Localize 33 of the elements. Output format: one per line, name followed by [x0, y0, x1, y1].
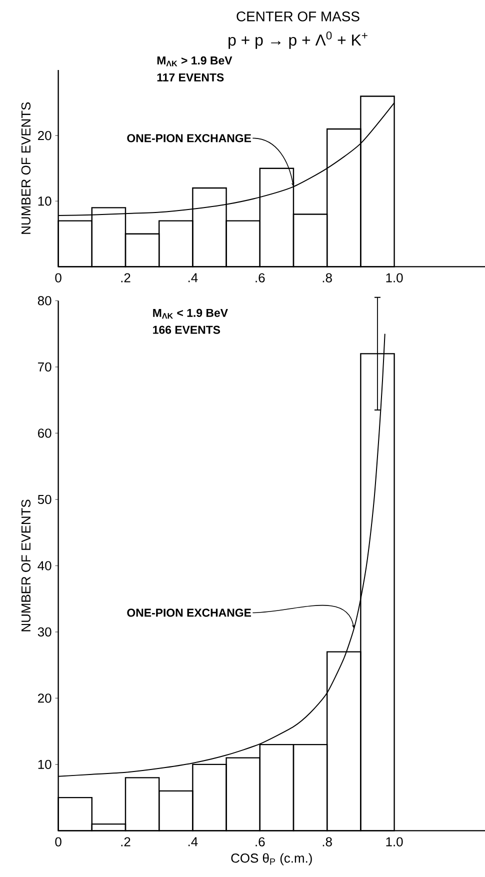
text: ONE-PION EXCHANGE: [127, 134, 251, 142]
y-tick-label: 80: [38, 296, 52, 306]
y-tick-label: 30: [38, 627, 52, 637]
chart-subtitle: p + p → p + Λ$^{0}$ + K$^{+}$: [228, 32, 368, 49]
x-axis-title: COS θ$_{P}$ (c.m.): [231, 853, 312, 866]
x-tick-label: 1.0: [386, 837, 403, 846]
y-tick-label: 40: [38, 561, 52, 570]
annotation: 117 EVENTS: [157, 73, 224, 82]
x-tick-label: .6: [256, 837, 265, 846]
x-tick-label: .6: [256, 273, 265, 282]
x-tick-label: 0: [55, 273, 62, 282]
text: ONE-PION EXCHANGE: [127, 608, 251, 617]
y-tick-label: 70: [38, 362, 52, 372]
x-tick-label: .8: [322, 837, 332, 846]
x-tick-label: 1.0: [386, 273, 403, 282]
y-tick-label: 50: [38, 494, 52, 504]
annotation: 166 EVENTS: [153, 326, 220, 334]
x-tick-label: .2: [121, 273, 130, 282]
y-tick-label: 10: [38, 760, 52, 770]
y-axis-title: NUMBER OF EVENTS: [21, 500, 31, 632]
x-tick-label: .8: [322, 273, 332, 282]
x-tick-label: 0: [55, 837, 62, 846]
y-tick-label: 20: [38, 694, 52, 703]
x-tick-label: .2: [121, 837, 130, 846]
x-tick-label: .4: [188, 837, 198, 846]
annotation: M$_{ΛK}$ < 1.9 BeV: [153, 308, 228, 319]
y-axis-title: NUMBER OF EVENTS: [21, 102, 31, 234]
chart-title: CENTER OF MASS: [236, 12, 360, 22]
text: M$_{ΛK}$ > 1.9 BeV: [157, 56, 232, 66]
x-tick-label: .4: [188, 273, 198, 282]
y-tick-label: 10: [38, 196, 52, 206]
y-tick-label: 20: [38, 130, 52, 140]
y-tick-label: 60: [38, 428, 52, 438]
